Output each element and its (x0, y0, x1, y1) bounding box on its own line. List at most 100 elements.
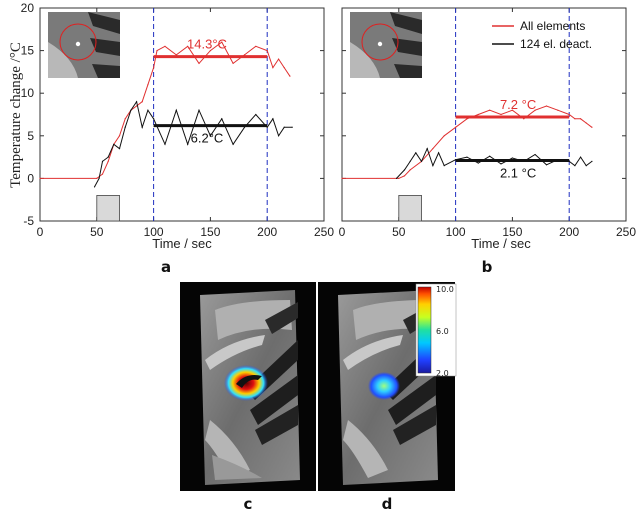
chart-panel-b: 0 50 100 150 200 250 7.2 °C 2.1 °C All elements 1… (339, 7, 636, 239)
data-point (289, 75, 291, 77)
inset-shadow (392, 38, 422, 56)
focal-point (75, 41, 81, 47)
data-point (395, 177, 398, 179)
heating-interval-bar (96, 195, 120, 222)
data-point (164, 143, 166, 145)
data-point (187, 45, 189, 47)
inset-shadow (390, 12, 422, 34)
data-point (107, 160, 109, 162)
x-axis-label-b: Time / sec (471, 236, 531, 251)
data-point (141, 126, 143, 128)
data-point (124, 118, 126, 120)
data-point (96, 177, 98, 179)
data-point (545, 164, 548, 166)
panel-label-a: a (161, 258, 171, 276)
data-point (534, 109, 536, 111)
inset-highlight (48, 42, 78, 78)
data-point (283, 67, 285, 69)
data-point (579, 118, 582, 120)
mri-image-d: 10.0 6.0 2.0 (318, 282, 457, 491)
data-point (124, 126, 126, 128)
x-tick-label: 200 (559, 225, 579, 239)
x-axis-label-a: Time / sec (152, 236, 212, 251)
data-point (585, 122, 587, 124)
inset-shadow (394, 64, 422, 78)
data-point (153, 67, 155, 69)
data-point (147, 109, 149, 111)
data-point (209, 135, 211, 137)
data-point (153, 118, 155, 120)
x-tick-label: 150 (502, 225, 522, 239)
data-point (107, 156, 109, 158)
data-point (534, 153, 536, 156)
data-point (466, 156, 468, 158)
data-point (291, 126, 293, 128)
data-point (272, 118, 274, 120)
data-point (98, 177, 100, 179)
data-point (255, 113, 257, 116)
focal-point (377, 41, 383, 47)
panel-label-c: c (244, 495, 253, 513)
y-tick-label: 0 (27, 171, 34, 185)
data-point (477, 113, 479, 116)
data-point (574, 165, 576, 167)
data-point (113, 143, 115, 145)
heating-interval-bar (398, 195, 422, 222)
data-point (437, 152, 440, 154)
data-point (489, 109, 491, 111)
panel-label-d: d (382, 495, 393, 513)
legend-label: 124 el. deact. (520, 37, 592, 51)
data-point (164, 45, 166, 47)
mean-value-label: 2.1 °C (500, 166, 536, 181)
x-tick-label: 0 (37, 225, 44, 239)
data-point (101, 173, 104, 175)
y-tick-label: 15 (21, 44, 35, 58)
inset-shadow (92, 64, 120, 78)
mean-value-label: 14.3°C (187, 37, 227, 52)
data-point (511, 157, 513, 159)
data-point (175, 109, 177, 111)
series-line-all-elements (342, 105, 593, 179)
colorbar-tick-10: 10.0 (436, 285, 454, 294)
data-point (500, 113, 502, 116)
data-point (557, 109, 559, 111)
data-point (135, 105, 138, 107)
data-point (420, 160, 423, 162)
focal-circle (361, 23, 399, 61)
x-tick-label: 50 (90, 225, 104, 239)
data-point (135, 101, 138, 103)
y-tick-label: 5 (27, 129, 34, 143)
data-point (585, 165, 587, 167)
data-point (415, 152, 417, 154)
data-point (221, 118, 223, 120)
data-point (443, 165, 445, 167)
x-tick-label: 200 (257, 225, 277, 239)
mri-image-c (180, 282, 316, 491)
inset-shadow (88, 12, 120, 34)
mean-value-label: 7.2 °C (500, 97, 536, 112)
data-point (568, 113, 570, 116)
colorbar-tick-6: 6.0 (436, 327, 449, 336)
x-tick-label: 50 (392, 225, 406, 239)
y-tick-label: 10 (21, 86, 35, 100)
data-point (141, 101, 143, 103)
y-axis-label: Temperature change /°C (8, 42, 24, 188)
data-point (455, 126, 457, 128)
x-tick-label: 150 (200, 225, 220, 239)
data-point (266, 50, 268, 52)
data-point (545, 105, 548, 107)
x-tick-label: 100 (446, 225, 466, 239)
data-point (272, 67, 274, 69)
data-point (432, 165, 434, 167)
data-point (591, 160, 593, 162)
data-point (39, 177, 41, 179)
data-point (341, 177, 343, 179)
data-point (489, 155, 491, 157)
colorbar-tick-2: 2.0 (436, 369, 449, 378)
y-tick-label: 20 (21, 1, 35, 15)
data-point (93, 186, 96, 188)
data-point (403, 175, 406, 177)
data-point (477, 162, 479, 164)
data-point (147, 84, 149, 86)
